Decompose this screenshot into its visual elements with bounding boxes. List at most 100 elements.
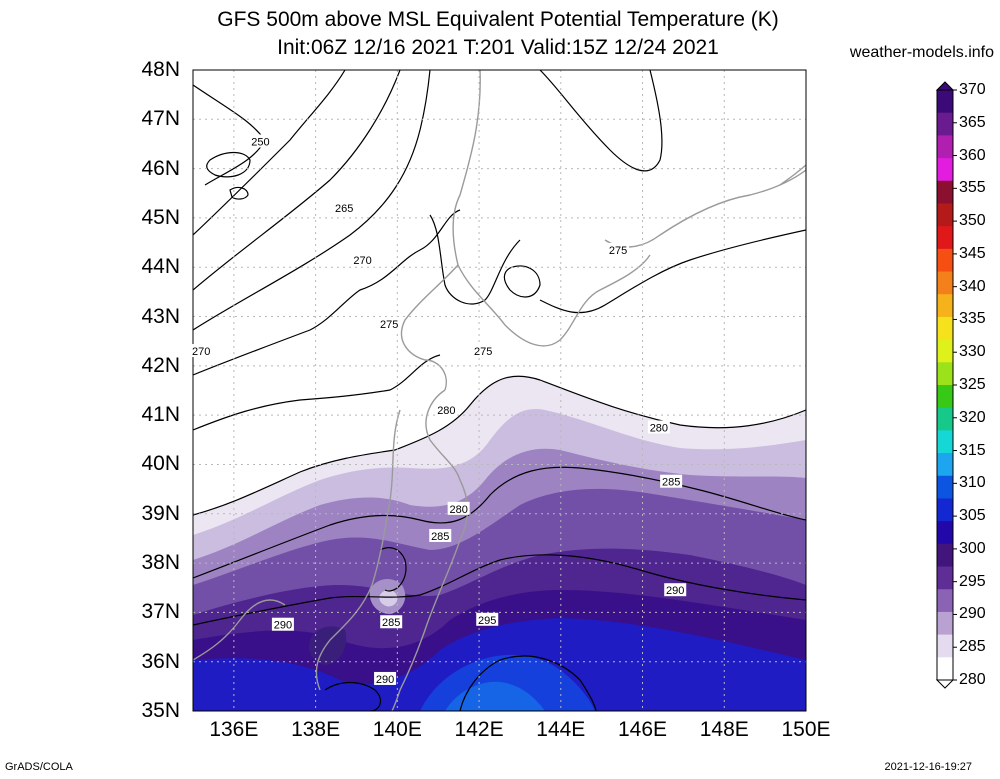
contour-label-bg: [647, 420, 670, 434]
contour-label-bg: [271, 617, 294, 631]
colorbar-segment: [937, 112, 953, 136]
contour-label-bg: [447, 501, 470, 515]
contour-label-bg: [190, 344, 213, 358]
latitude-label: 41N: [141, 403, 180, 427]
contour-label-bg: [351, 252, 374, 266]
colorbar-segment: [937, 271, 953, 295]
theta-e-field: [193, 70, 806, 711]
contour-label-bg: [435, 403, 458, 417]
colorbar-segment: [937, 385, 953, 409]
colorbar-label: 360: [959, 146, 986, 164]
contour-label: 275: [474, 346, 492, 358]
colorbar-segment: [937, 226, 953, 250]
colorbar-min-arrow: [935, 679, 955, 689]
map-frame: [192, 69, 807, 712]
longitude-label: 140E: [372, 718, 422, 741]
site-label: weather-models.info: [849, 44, 994, 61]
longitude-label: 144E: [536, 718, 586, 741]
colorbar-segment: [937, 611, 953, 636]
contour-label-bg: [429, 528, 452, 542]
contour-label-bg: [660, 474, 683, 488]
colorbar-label: 370: [959, 81, 986, 98]
latitude-label: 35N: [141, 699, 180, 722]
contour-label: 290: [376, 674, 394, 686]
contour-label: 275: [609, 245, 627, 257]
band-300: [445, 681, 545, 711]
contour-label-bg: [380, 615, 403, 629]
latitude-label: 42N: [141, 353, 180, 377]
colorbar-segment: [937, 135, 953, 159]
coastlines: [193, 70, 806, 711]
colorbar-label: 350: [959, 212, 986, 230]
contour-label-bg: [374, 671, 397, 685]
contour-label: 265: [335, 203, 353, 215]
contour-label: 280: [449, 504, 467, 516]
latitude-label: 48N: [141, 58, 180, 81]
colorbar-label: 305: [959, 507, 986, 525]
colorbar-segment: [937, 566, 953, 590]
pocket-dark: [308, 626, 347, 665]
colorbar-segment: [937, 316, 953, 341]
contour-label: 280: [650, 422, 668, 434]
latitude-label: 39N: [141, 501, 180, 525]
longitude-label: 138E: [291, 718, 341, 741]
pocket-282: [379, 589, 398, 607]
colorbar-segment: [937, 453, 953, 477]
latitude-label: 38N: [141, 551, 180, 575]
colorbar-label: 335: [959, 310, 986, 328]
colorbar-label: 285: [959, 638, 986, 656]
longitude-label: 150E: [781, 718, 831, 741]
colorbar-segment: [937, 498, 953, 522]
colorbar-segment: [937, 294, 953, 318]
contour-label-bg: [607, 242, 630, 256]
colorbar-segment: [937, 475, 953, 499]
latitude-label: 46N: [141, 156, 180, 180]
latitude-label: 47N: [141, 107, 180, 131]
map-subtitle: Init:06Z 12/16 2021 T:201 Valid:15Z 12/2…: [277, 36, 719, 59]
colorbar-label: 365: [959, 113, 986, 131]
contour-label-bg: [333, 201, 356, 215]
latitude-label: 37N: [141, 600, 180, 624]
contour-labels: 250 265 270 270 275 275 275 280 280 280 285 285 285 2…: [190, 134, 687, 686]
contour-label: 290: [274, 620, 292, 632]
graticule: [193, 70, 806, 711]
contour-label: 270: [192, 346, 210, 358]
colorbar-segment: [937, 657, 953, 681]
colorbar-label: 345: [959, 244, 986, 262]
contour-label-bg: [378, 316, 401, 330]
map-title: GFS 500m above MSL Equivalent Potential …: [217, 8, 779, 31]
colorbar-label: 280: [959, 671, 986, 688]
contour-label-bg: [476, 612, 499, 626]
colorbar-segment: [937, 521, 953, 545]
contour-label: 250: [251, 136, 269, 148]
colorbar-segment: [937, 407, 953, 431]
colorbar-segment: [937, 339, 953, 363]
contour-label: 295: [478, 615, 496, 627]
colorbar-label: 315: [959, 441, 986, 459]
colorbar-segment: [937, 158, 953, 182]
latitude-label: 45N: [141, 205, 180, 229]
contour-label: 285: [662, 477, 680, 489]
colorbar: [935, 81, 957, 689]
credit-label: GrADS/COLA: [5, 761, 73, 773]
longitude-label: 136E: [209, 718, 259, 741]
colorbar-segment: [937, 589, 953, 613]
longitude-label: 142E: [454, 718, 504, 741]
contour-label: 275: [380, 319, 398, 331]
colorbar-segment: [937, 543, 953, 568]
colorbar-label: 355: [959, 179, 986, 197]
colorbar-label: 290: [959, 605, 986, 623]
contour-label: 285: [382, 617, 400, 629]
latitude-label: 40N: [141, 452, 180, 476]
contour-label-bg: [249, 134, 272, 148]
colorbar-label: 295: [959, 572, 986, 590]
colorbar-max-arrow: [935, 81, 955, 91]
colorbar-label: 330: [959, 343, 986, 361]
contour-label-bg: [472, 344, 495, 358]
colorbar-segment: [937, 248, 953, 273]
colorbar-label: 325: [959, 376, 986, 393]
colorbar-segment: [937, 362, 953, 386]
contour-label: 280: [437, 405, 455, 417]
contour-label: 285: [431, 531, 449, 543]
latitude-label: 36N: [141, 649, 180, 673]
